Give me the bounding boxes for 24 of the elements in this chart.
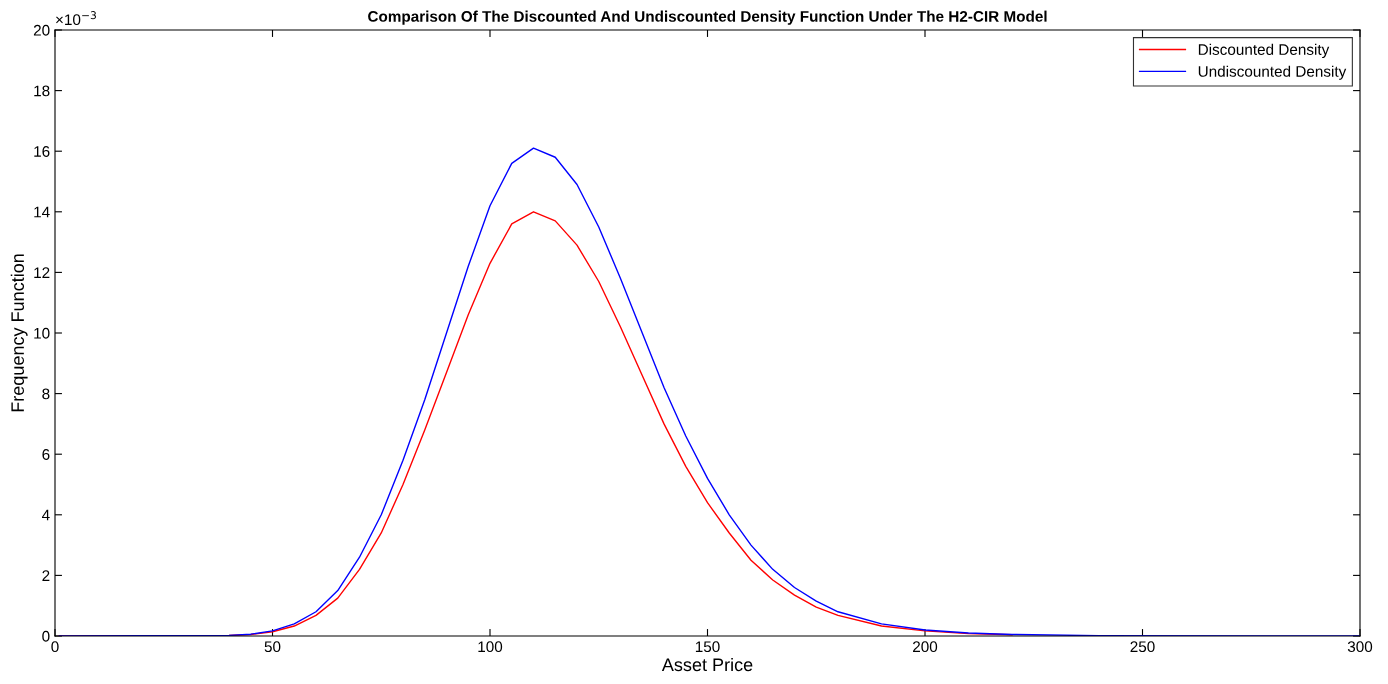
y-tick-label: 2 xyxy=(42,570,50,581)
text: ×10$^{−3}$ xyxy=(56,11,96,26)
x-tick-label: 300 xyxy=(1347,641,1373,653)
x-tick-label: 150 xyxy=(695,641,720,653)
y-tick-label: 0 xyxy=(42,630,50,642)
x-axis-title: Asset Price xyxy=(661,657,753,672)
y-tick-label: 8 xyxy=(42,388,50,400)
y-axis-title: Frequency Function xyxy=(10,254,28,412)
x-tick-label: 200 xyxy=(913,641,938,653)
y-tick-label: 20 xyxy=(33,24,50,36)
x-tick-label: 100 xyxy=(478,641,503,653)
legend-label: Undiscounted Density xyxy=(1198,65,1347,80)
y-tick-label: 4 xyxy=(41,509,50,521)
y-tick-label: 14 xyxy=(34,206,50,218)
y-tick-label: 10 xyxy=(34,327,50,339)
legend-label: Discounted Density xyxy=(1198,43,1330,58)
x-tick-label: 50 xyxy=(264,641,281,653)
chart-title: Comparison Of The Discounted And Undiscounted Density Function Under The H2-CIR Model xyxy=(368,10,1047,25)
x-tick-label: 0 xyxy=(51,641,59,653)
y-tick-label: 6 xyxy=(42,449,50,460)
y-tick-label: 12 xyxy=(34,267,50,278)
y-tick-label: 18 xyxy=(34,85,50,97)
x-tick-label: 250 xyxy=(1130,641,1155,653)
y-tick-label: 16 xyxy=(34,146,50,157)
